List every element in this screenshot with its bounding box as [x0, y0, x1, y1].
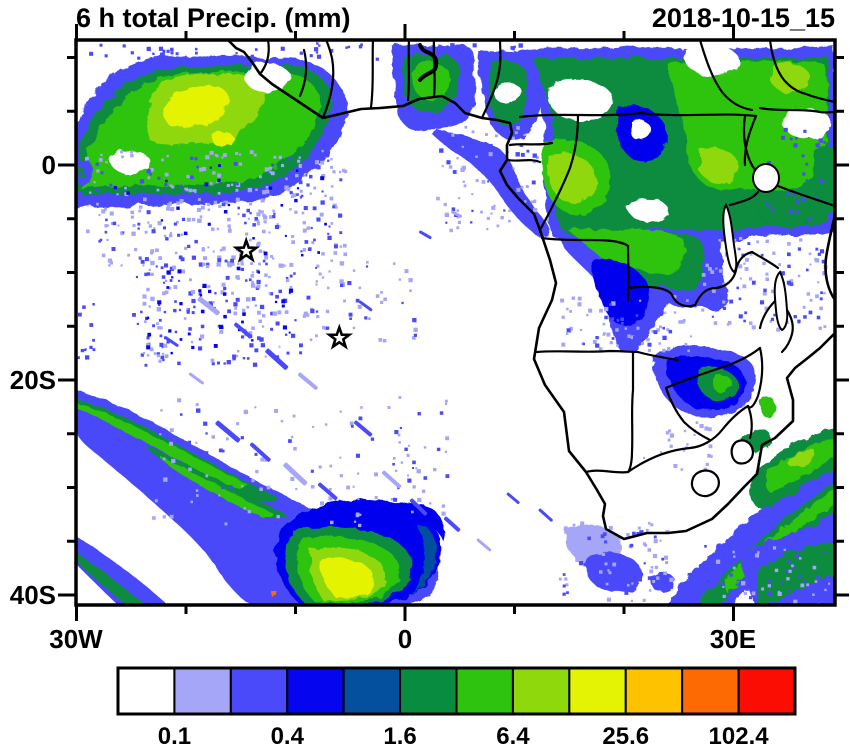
colorbar-cell: [117, 667, 176, 715]
colorbar-frame: [116, 666, 797, 716]
lon-label-30w: 30W: [49, 624, 103, 654]
lat-label-0: 0: [42, 150, 56, 180]
axis-ticks: [58, 24, 849, 621]
colorbar-cell: [681, 667, 740, 715]
colorbar-labels: 0.1 0.4 1.6 6.4 25.6 102.4: [158, 723, 770, 750]
lakes: [722, 163, 789, 332]
colorbar-tick-label: 25.6: [602, 723, 649, 750]
lat-label-20s: 20S: [10, 365, 56, 395]
colorbar: [117, 667, 796, 715]
colorbar-cell: [511, 667, 571, 715]
colorbar-cell: [568, 667, 627, 715]
lat-label-40s: 40S: [10, 580, 56, 610]
figure-title: 6 h total Precip. (mm): [76, 3, 351, 33]
country-borders: [258, 40, 835, 498]
star-marker: [232, 236, 260, 263]
lon-label-0: 0: [398, 624, 412, 654]
colorbar-cell: [342, 667, 402, 715]
coastlines: [226, 40, 835, 541]
star-marker: [325, 323, 354, 350]
colorbar-cell: [286, 667, 345, 715]
precip-streaks: [164, 210, 553, 552]
colorbar-tick-label: 0.1: [158, 723, 191, 750]
colorbar-cell: [229, 667, 289, 715]
colorbar-cell: [737, 667, 796, 715]
colorbar-tick-label: 0.4: [271, 723, 305, 750]
colorbar-tick-label: 1.6: [383, 723, 416, 750]
colorbar-tick-label: 102.4: [709, 723, 770, 750]
lon-label-30e: 30E: [710, 624, 756, 654]
lake-malawi: [773, 270, 789, 332]
map-frame: [74, 38, 837, 607]
colorbar-cell: [455, 667, 514, 715]
colorbar-cell: [624, 667, 684, 715]
precip-field: [76, 42, 835, 605]
figure-timestamp: 2018-10-15_15: [652, 3, 835, 33]
lake-tanganyika: [722, 202, 738, 274]
star-markers: [232, 236, 354, 350]
colorbar-tick-label: 6.4: [496, 723, 530, 750]
colorbar-cell: [173, 667, 232, 715]
colorbar-cell: [399, 667, 458, 715]
lake-victoria: [752, 163, 780, 193]
